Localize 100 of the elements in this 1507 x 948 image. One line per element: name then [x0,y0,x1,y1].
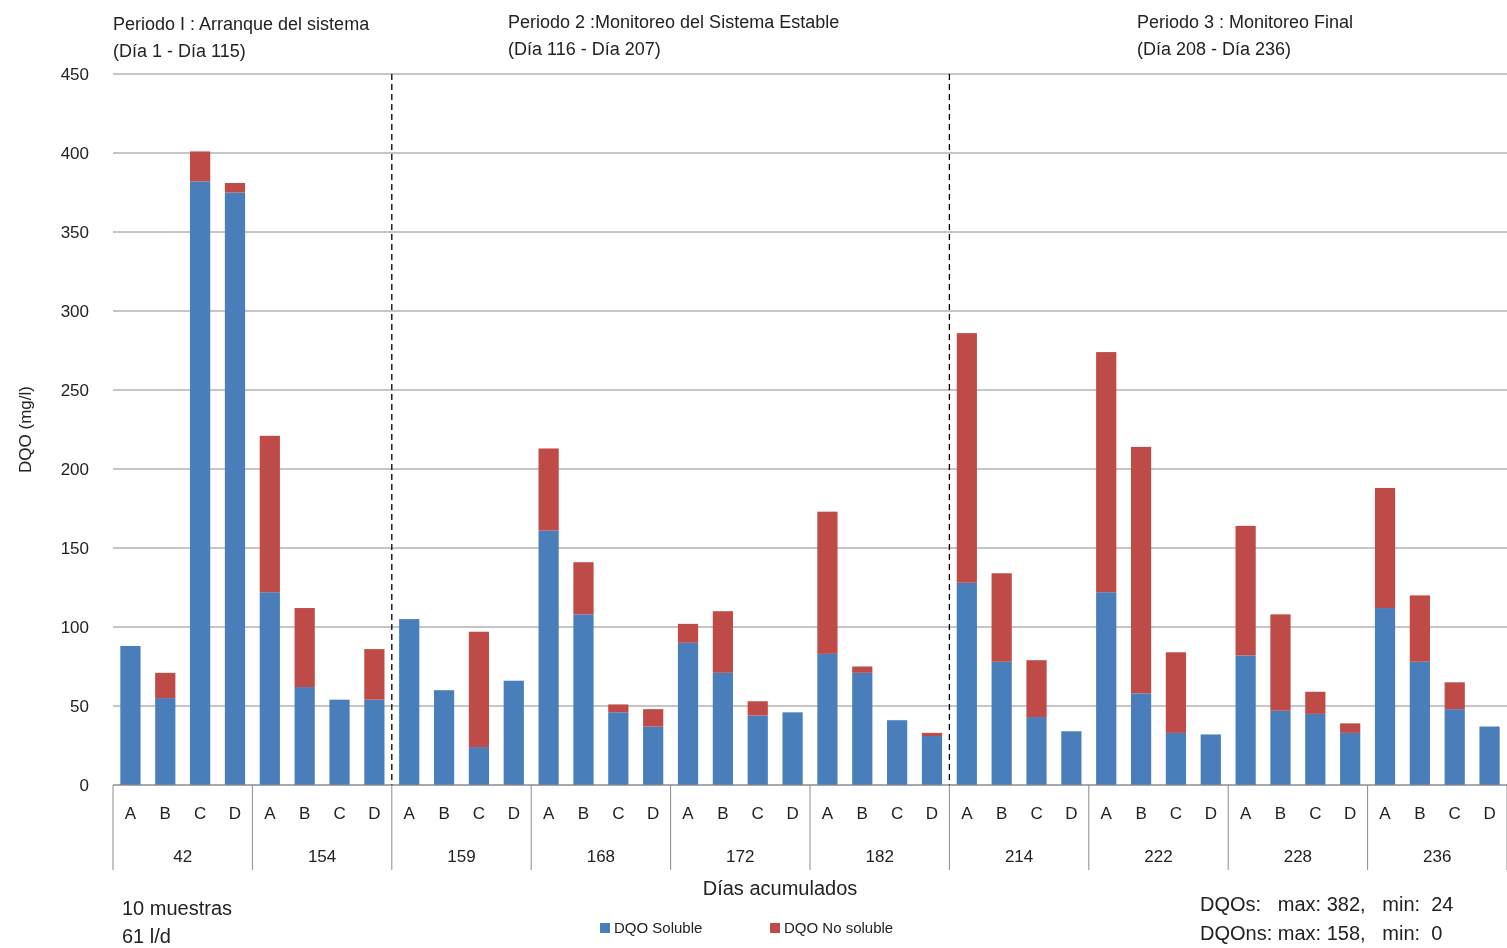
bar [224,183,246,193]
bar [608,712,629,785]
bar [677,623,699,643]
text: 214 [1004,847,1034,866]
x-tick-label: B [577,804,590,823]
legend-label: DQO Soluble [614,919,703,936]
text: Periodo 2 :Monitoreo del Sistema Estable (Día 116 - Día 207) [508,12,840,59]
bar [817,653,838,785]
bar [1026,660,1047,718]
text: 42 [173,847,193,866]
x-tick-label: D [1065,804,1078,823]
x-tick-label: C [1448,804,1461,823]
bar [1235,525,1256,656]
text: 159 [447,847,476,866]
bar [573,614,594,785]
y-tick-label: 150 [60,539,89,558]
x-tick-label: C [1309,804,1322,823]
text: 222 [1144,847,1173,866]
x-tick-label: A [403,804,416,823]
bar [1096,352,1117,593]
x-tick-label: C [612,804,625,823]
bar [538,448,559,531]
x-tick-label: D [1204,804,1217,823]
y-tick-label: 250 [60,381,89,400]
bar [155,698,176,785]
bar [782,712,803,785]
x-tick-label: D [507,804,520,823]
bar [1340,723,1361,733]
bar [294,687,315,785]
x-tick-label: C [333,804,346,823]
x-tick-label: C [193,804,207,823]
bar [155,672,176,699]
x-tick-label: C [1030,804,1043,823]
bar [364,649,385,700]
bar [1444,682,1465,710]
text: 172 [726,847,755,866]
x-tick-label: D [1483,804,1496,823]
x-tick-label: B [159,804,171,823]
bar [991,661,1012,785]
text: 154 [307,847,337,866]
x-tick-label: A [542,804,555,823]
x-axis-title: Días acumulados [702,877,858,899]
legend-label: DQO No soluble [784,919,894,936]
text: 236 [1423,847,1452,866]
x-tick-label: B [299,804,311,823]
bar [643,726,664,785]
x-tick-label: C [1169,804,1183,823]
bar [294,608,315,688]
x-tick-label: A [264,804,277,823]
bar [1200,734,1221,785]
bar [224,192,246,785]
x-tick-label: A [1379,804,1392,823]
x-tick-label: A [961,804,974,823]
bar [712,672,733,785]
bar [817,511,838,654]
bar [887,720,908,785]
x-tick-label: C [890,804,904,823]
x-tick-label: D [368,804,381,823]
bar [120,645,141,785]
bar [468,747,490,785]
text: 168 [586,847,616,866]
bar [190,151,211,182]
bar [329,699,350,785]
text: Periodo I : Arranque del sistema (Día 1 - Día 115) [113,14,371,61]
bar [747,715,768,785]
bar [1165,732,1187,785]
bar [921,736,943,785]
x-tick-label: B [1135,804,1147,823]
x-tick-label: A [1239,804,1252,823]
bar [643,709,664,727]
bar [259,435,280,593]
x-tick-label: A [682,804,695,823]
text: 182 [865,847,894,866]
bar [1270,614,1291,711]
x-tick-label: B [717,804,729,823]
bar [364,699,385,785]
x-tick-label: D [647,804,660,823]
bar [1374,608,1396,785]
bar [1165,652,1187,733]
x-tick-label: B [996,804,1008,823]
bar [1374,487,1396,609]
bar [573,562,594,615]
text: DQOs: max: 382, min: 24 DQOns: max: 158, min: 0 [1200,893,1454,944]
y-tick-label: 50 [70,697,89,716]
y-axis-title: DQO (mg/l) [16,386,35,473]
text: 10 muestras 61 l/d [122,897,233,947]
bar [1305,713,1326,785]
y-tick-label: 0 [79,776,89,795]
bar [1130,693,1152,785]
bar [712,611,733,673]
bar [677,642,699,785]
bar [956,333,977,583]
bar [956,582,977,785]
bar [1026,717,1047,785]
bar [1444,709,1465,785]
x-tick-label: B [1414,804,1426,823]
bar [1130,446,1152,694]
x-tick-label: B [856,804,868,823]
bar [1409,661,1430,785]
x-tick-label: C [472,804,486,823]
